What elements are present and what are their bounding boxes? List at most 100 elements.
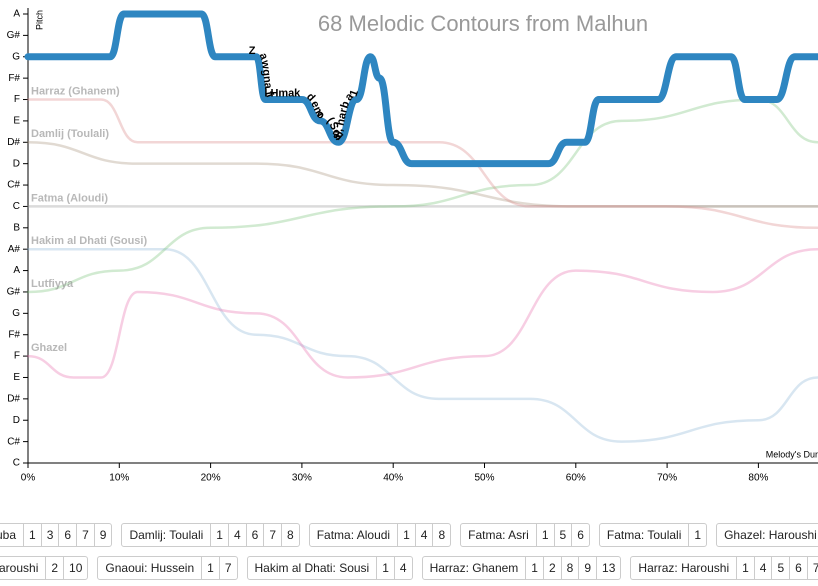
tag-name[interactable]: Fatma: Asri: [468, 528, 529, 542]
tag-number[interactable]: 1: [736, 557, 754, 579]
tag-number[interactable]: 1: [688, 524, 706, 546]
tag-number[interactable]: 1: [376, 557, 394, 579]
tag-number[interactable]: 1: [535, 524, 554, 546]
y-tick-label: D: [13, 415, 20, 426]
tag-number[interactable]: 9: [93, 524, 112, 546]
tag-number[interactable]: 6: [58, 524, 76, 546]
tag-number[interactable]: 6: [245, 524, 264, 546]
x-tick-label: 40%: [383, 473, 403, 484]
tag-number[interactable]: 7: [76, 524, 94, 546]
tag-number[interactable]: 7: [806, 557, 818, 579]
tag-name[interactable]: Harraz: Haroushi: [638, 561, 730, 575]
y-tick-label: G: [12, 308, 20, 319]
tag-name[interactable]: Harraz: Ghanem: [429, 561, 519, 575]
x-tick-label: 0%: [21, 473, 36, 484]
chart-title: 68 Melodic Contours from Malhun: [318, 11, 648, 36]
y-tick-label: A: [13, 9, 20, 20]
tag-name[interactable]: Fatma: Toulali: [606, 528, 682, 542]
contour-label: Lutfiyya: [31, 278, 74, 290]
tag-number[interactable]: 8: [560, 557, 579, 579]
contour: [26, 141, 818, 208]
contour: [26, 98, 818, 230]
contour: [26, 98, 818, 294]
contour-highlight: [24, 10, 818, 168]
y-tick-label: D: [13, 158, 20, 169]
tag-number[interactable]: 1: [201, 557, 219, 579]
y-tick-label: F#: [8, 329, 20, 340]
tag-number[interactable]: 1: [23, 524, 41, 546]
tag-number[interactable]: 6: [571, 524, 589, 546]
contour-label: Hakim al Dhati (Sousi): [31, 235, 147, 247]
tag-button[interactable]: Harraz: Ghanem 1 2 8 9 13: [421, 556, 622, 580]
tag-button[interactable]: Hakim al Dhati: Sousi 1 4: [246, 556, 413, 580]
tag-name[interactable]: uba: [0, 528, 17, 542]
y-tick-label: A#: [8, 244, 21, 255]
contour-label: Ghazel: [31, 342, 67, 354]
tag-number[interactable]: 1: [210, 524, 228, 546]
tag-number[interactable]: 10: [63, 557, 87, 579]
y-tick-label: D#: [7, 137, 20, 148]
tag-number[interactable]: 1: [397, 524, 415, 546]
chart: 68 Melodic Contours from Malhun Pitch Me…: [7, 8, 818, 484]
contour-label: Harraz (Ghanem): [31, 85, 120, 97]
y-tick-label: G#: [7, 287, 21, 298]
contour: [26, 247, 818, 379]
x-tick-label: 50%: [474, 473, 494, 484]
tag-number[interactable]: 4: [393, 557, 412, 579]
tag-number[interactable]: 7: [263, 524, 281, 546]
y-tick-label: C#: [7, 436, 20, 447]
tag-number[interactable]: 13: [596, 557, 620, 579]
tag-button[interactable]: aroushi 2 10: [0, 556, 89, 580]
y-tick-label: F: [14, 351, 20, 362]
y-tick-label: B: [13, 222, 20, 233]
y-tick-label: D#: [7, 393, 20, 404]
tag-number[interactable]: 2: [45, 557, 63, 579]
tag-number[interactable]: 3: [40, 524, 59, 546]
tag-name[interactable]: aroushi: [0, 561, 39, 575]
y-tick-label: C: [13, 201, 20, 212]
y-tick-label: F: [14, 94, 20, 105]
x-axis-label: Melody's Dur: [766, 449, 818, 459]
y-tick-label: F#: [8, 73, 20, 84]
tag-number[interactable]: 1: [525, 557, 543, 579]
y-tick-label: E: [13, 116, 20, 127]
tag-button[interactable]: Gnaoui: Hussein 1 7: [97, 556, 238, 580]
tag-number[interactable]: 8: [281, 524, 299, 546]
tag-button[interactable]: Damlij: Toulali 1 4 6 7 8: [121, 523, 300, 547]
tag-number[interactable]: 4: [227, 524, 246, 546]
contour-label: Fatma (Aloudi): [31, 192, 108, 204]
y-tick-label: C: [13, 458, 20, 469]
tag-number[interactable]: 7: [218, 557, 237, 579]
tag-name[interactable]: Damlij: Toulali: [129, 528, 204, 542]
tag-button[interactable]: Fatma: Toulali 1: [598, 523, 708, 547]
y-tick-label: C#: [7, 180, 20, 191]
tag-number[interactable]: 9: [578, 557, 596, 579]
tag-number[interactable]: 8: [432, 524, 450, 546]
tag-number[interactable]: 5: [771, 557, 789, 579]
tag-name[interactable]: Ghazel: Haroushi: [724, 528, 817, 542]
tag-number[interactable]: 4: [753, 557, 772, 579]
tag-button[interactable]: Harraz: Haroushi 1 4 5 6 7: [630, 556, 818, 580]
tag-number[interactable]: 6: [789, 557, 807, 579]
tag-number[interactable]: 5: [553, 524, 572, 546]
contour-label: Zawgna fil Hmak demo (Sousi), harba 1: [249, 45, 361, 144]
tag-number[interactable]: 4: [414, 524, 433, 546]
x-tick-label: 70%: [657, 473, 677, 484]
tag-number[interactable]: 2: [542, 557, 561, 579]
tag-name[interactable]: Hakim al Dhati: Sousi: [254, 561, 370, 575]
tag-name[interactable]: Gnaoui: Hussein: [105, 561, 195, 575]
tag-button[interactable]: Fatma: Aloudi 1 4 8: [308, 523, 452, 547]
tag-button[interactable]: Fatma: Asri 1 5 6: [460, 523, 590, 547]
y-axis-label: Pitch: [34, 10, 44, 30]
y-tick-label: E: [13, 372, 20, 383]
tag-name[interactable]: Fatma: Aloudi: [316, 528, 391, 542]
tag-button[interactable]: Ghazel: Haroushi: [716, 523, 818, 547]
contour-label: Damlij (Toulali): [31, 128, 109, 140]
y-tick-label: A: [13, 265, 20, 276]
x-tick-label: 30%: [292, 473, 312, 484]
contour-label-path: Zawgna fil Hmak demo (Sousi), harba 1: [249, 45, 361, 144]
x-tick-label: 60%: [566, 473, 586, 484]
